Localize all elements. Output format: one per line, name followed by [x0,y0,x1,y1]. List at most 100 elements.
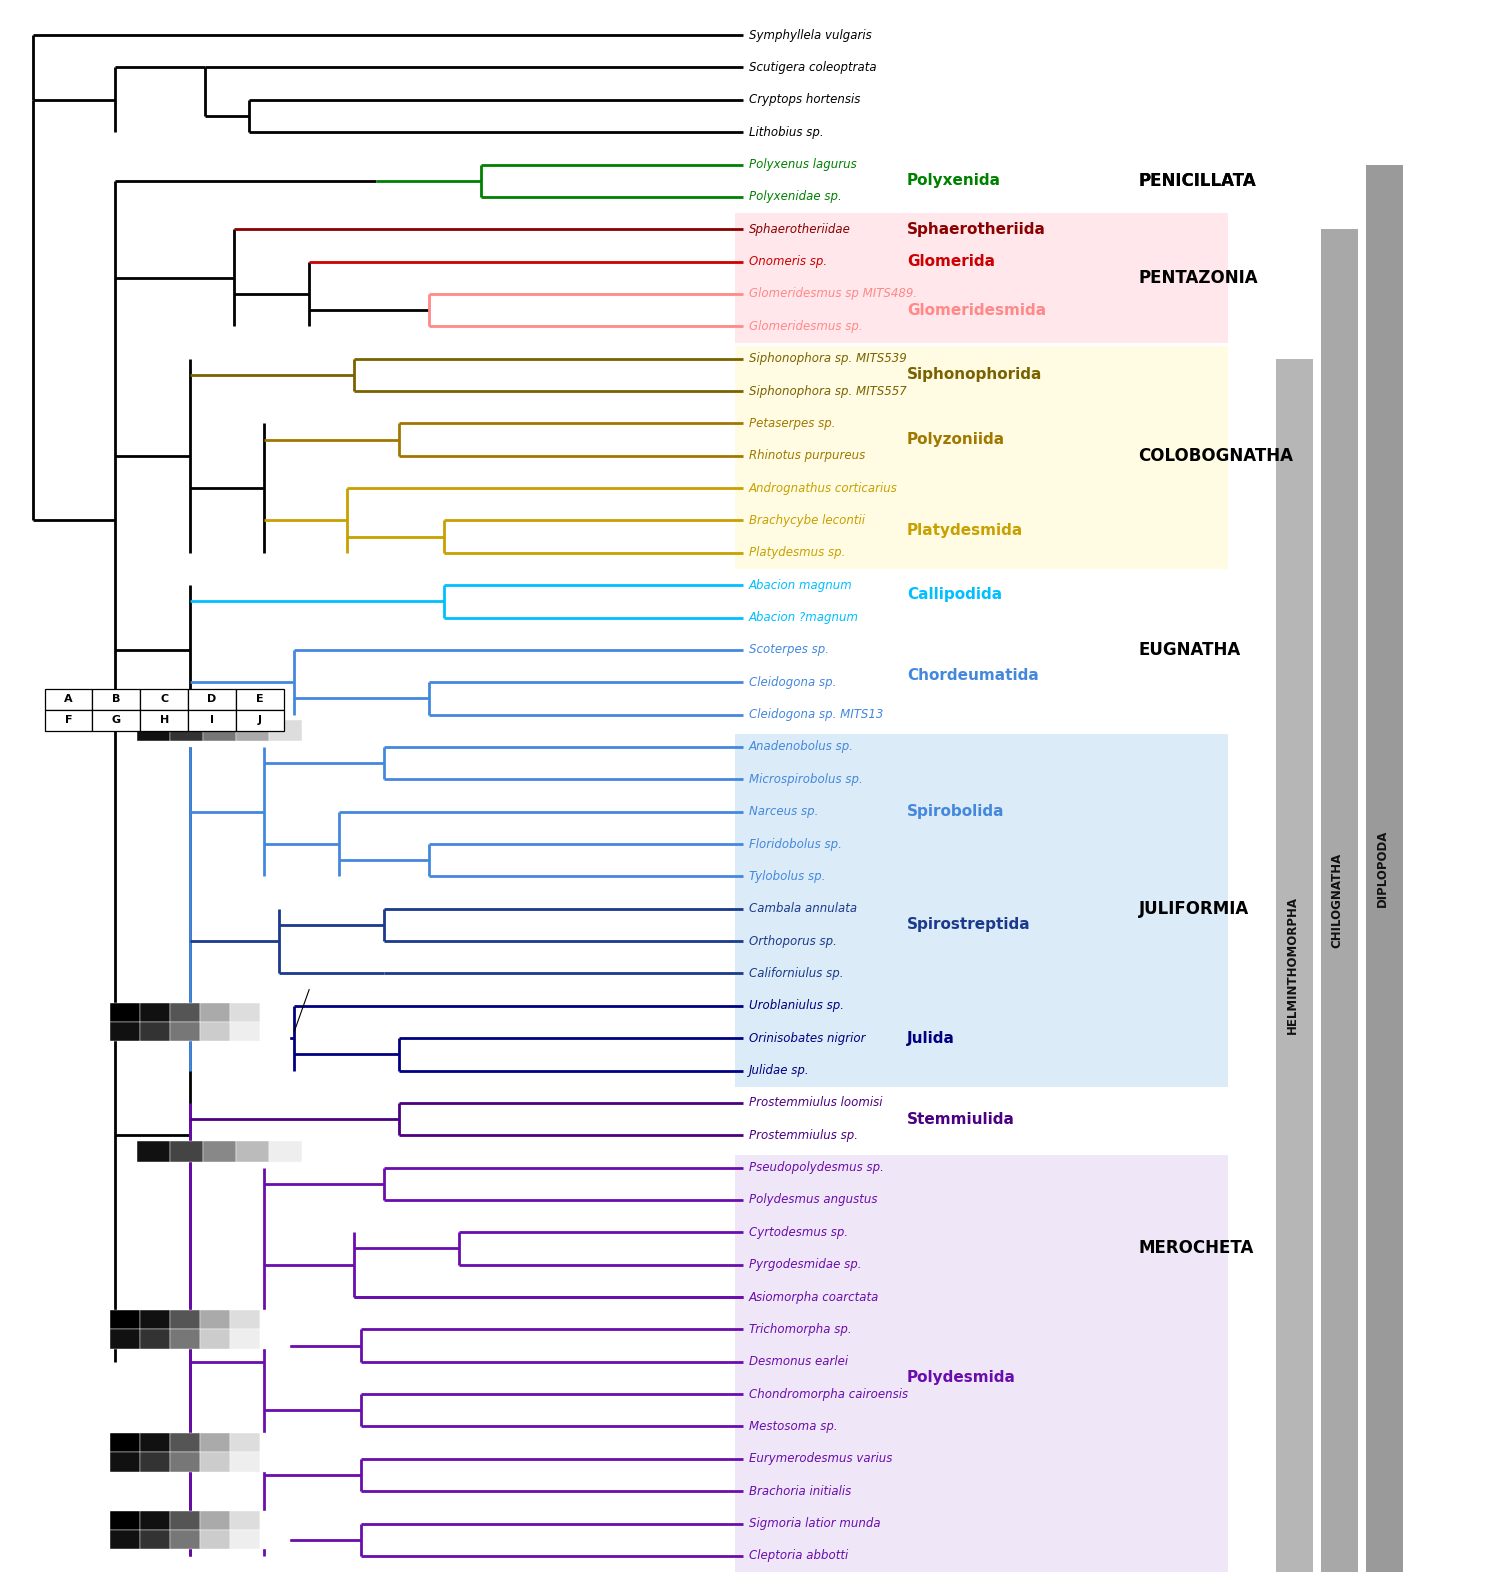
Bar [1276,358,1314,1572]
Bar [260,1510,290,1531]
Text: Floridobolus sp.: Floridobolus sp. [748,837,842,851]
Bar [268,1141,302,1161]
Bar [111,1021,141,1042]
Bar [236,1141,268,1161]
Bar [188,710,236,730]
Bar [236,689,284,710]
Bar [735,733,1228,1087]
Text: Sigmoria latior munda: Sigmoria latior munda [748,1516,880,1531]
Text: D: D [207,694,216,705]
Bar [170,1433,200,1453]
Bar [170,1002,200,1021]
Bar [230,1330,260,1349]
Text: Callipodida: Callipodida [908,587,1002,603]
Text: Glomeridesmus sp MITS489.: Glomeridesmus sp MITS489. [748,288,916,301]
Text: Microspirobolus sp.: Microspirobolus sp. [748,773,862,786]
Text: Eurymerodesmus varius: Eurymerodesmus varius [748,1453,892,1465]
Text: Siphonophorida: Siphonophorida [908,368,1042,382]
Text: HELMINTHOMORPHA: HELMINTHOMORPHA [1286,896,1299,1034]
Text: Californiulus sp.: Californiulus sp. [748,967,843,980]
Bar [230,1531,260,1550]
Bar [200,1433,230,1453]
Text: Lithobius sp.: Lithobius sp. [748,126,824,138]
Bar [188,689,236,710]
Text: Anadenobolus sp.: Anadenobolus sp. [748,740,853,754]
Bar [200,1330,230,1349]
Bar [230,1433,260,1453]
Bar [138,721,170,741]
Text: Onomeris sp.: Onomeris sp. [748,255,827,269]
Bar [230,1510,260,1531]
Bar [141,689,188,710]
Text: J: J [258,716,262,725]
Bar [141,1531,170,1550]
Text: Mestosoma sp.: Mestosoma sp. [748,1419,837,1433]
Text: Symphyllela vulgaris: Symphyllela vulgaris [748,29,872,41]
Text: Platydesmus sp.: Platydesmus sp. [748,546,844,560]
Text: Chondromorpha cairoensis: Chondromorpha cairoensis [748,1387,908,1400]
Text: Julida: Julida [908,1031,956,1045]
Text: Cleptoria abbotti: Cleptoria abbotti [748,1550,847,1562]
Text: Pyrgodesmidae sp.: Pyrgodesmidae sp. [748,1258,861,1271]
Text: Polyxenidae sp.: Polyxenidae sp. [748,191,842,204]
Bar [111,1531,141,1550]
Text: Asiomorpha coarctata: Asiomorpha coarctata [748,1290,879,1303]
Text: Andrognathus corticarius: Andrognathus corticarius [748,482,897,495]
Text: COLOBOGNATHA: COLOBOGNATHA [1138,447,1293,465]
Bar [260,1002,290,1021]
Bar [170,1021,200,1042]
Bar [230,1309,260,1330]
Text: CHILOGNATHA: CHILOGNATHA [1330,853,1344,948]
Text: E: E [256,694,264,705]
Text: Brachoria initialis: Brachoria initialis [748,1484,850,1497]
Text: Sphaerotheriidae: Sphaerotheriidae [748,223,850,235]
Text: Orthoporus sp.: Orthoporus sp. [748,934,837,948]
Bar [170,1141,202,1161]
Text: Orinisobates nigrior: Orinisobates nigrior [748,1031,866,1045]
Bar [202,721,236,741]
Bar [230,1002,260,1021]
Text: F: F [64,716,72,725]
Text: Polyxenus lagurus: Polyxenus lagurus [748,158,856,172]
Bar [111,1309,141,1330]
Text: Spirobolida: Spirobolida [908,803,1005,819]
Text: Petaserpes sp.: Petaserpes sp. [748,417,836,430]
Text: Scoterpes sp.: Scoterpes sp. [748,643,828,657]
Bar [230,1021,260,1042]
Bar [170,1330,200,1349]
Bar [45,710,93,730]
Text: C: C [160,694,168,705]
Text: DIPLOPODA: DIPLOPODA [1376,829,1389,907]
Text: Glomeridesmus sp.: Glomeridesmus sp. [748,320,862,333]
Bar [141,1453,170,1472]
Text: JULIFORMIA: JULIFORMIA [1138,901,1250,918]
Text: Polydesmida: Polydesmida [908,1370,1016,1386]
Bar [170,721,202,741]
Text: Julidae sp.: Julidae sp. [748,1064,808,1077]
Text: I: I [210,716,214,725]
Text: Chordeumatida: Chordeumatida [908,668,1038,683]
Text: Cleidogona sp. MITS13: Cleidogona sp. MITS13 [748,708,884,721]
Text: B: B [112,694,120,705]
Bar [141,1309,170,1330]
Bar [268,721,302,741]
Bar [260,1531,290,1550]
Text: A: A [64,694,74,705]
Bar [141,1510,170,1531]
Bar [141,1002,170,1021]
Text: Polyxenida: Polyxenida [908,173,1001,188]
Text: Sphaerotheriida: Sphaerotheriida [908,221,1046,237]
Text: Desmonus earlei: Desmonus earlei [748,1356,847,1368]
Bar [202,1141,236,1161]
Text: Glomeridesmida: Glomeridesmida [908,302,1046,318]
Text: Platydesmida: Platydesmida [908,523,1023,538]
Text: MEROCHETA: MEROCHETA [1138,1239,1254,1257]
Text: Scutigera coleoptrata: Scutigera coleoptrata [748,60,876,75]
Bar [230,1453,260,1472]
Text: Trichomorpha sp.: Trichomorpha sp. [748,1322,850,1336]
Text: Abacion ?magnum: Abacion ?magnum [748,611,858,624]
Bar [735,213,1228,342]
Bar [260,1330,290,1349]
Text: Stemmiulida: Stemmiulida [908,1112,1016,1126]
Bar [170,1453,200,1472]
